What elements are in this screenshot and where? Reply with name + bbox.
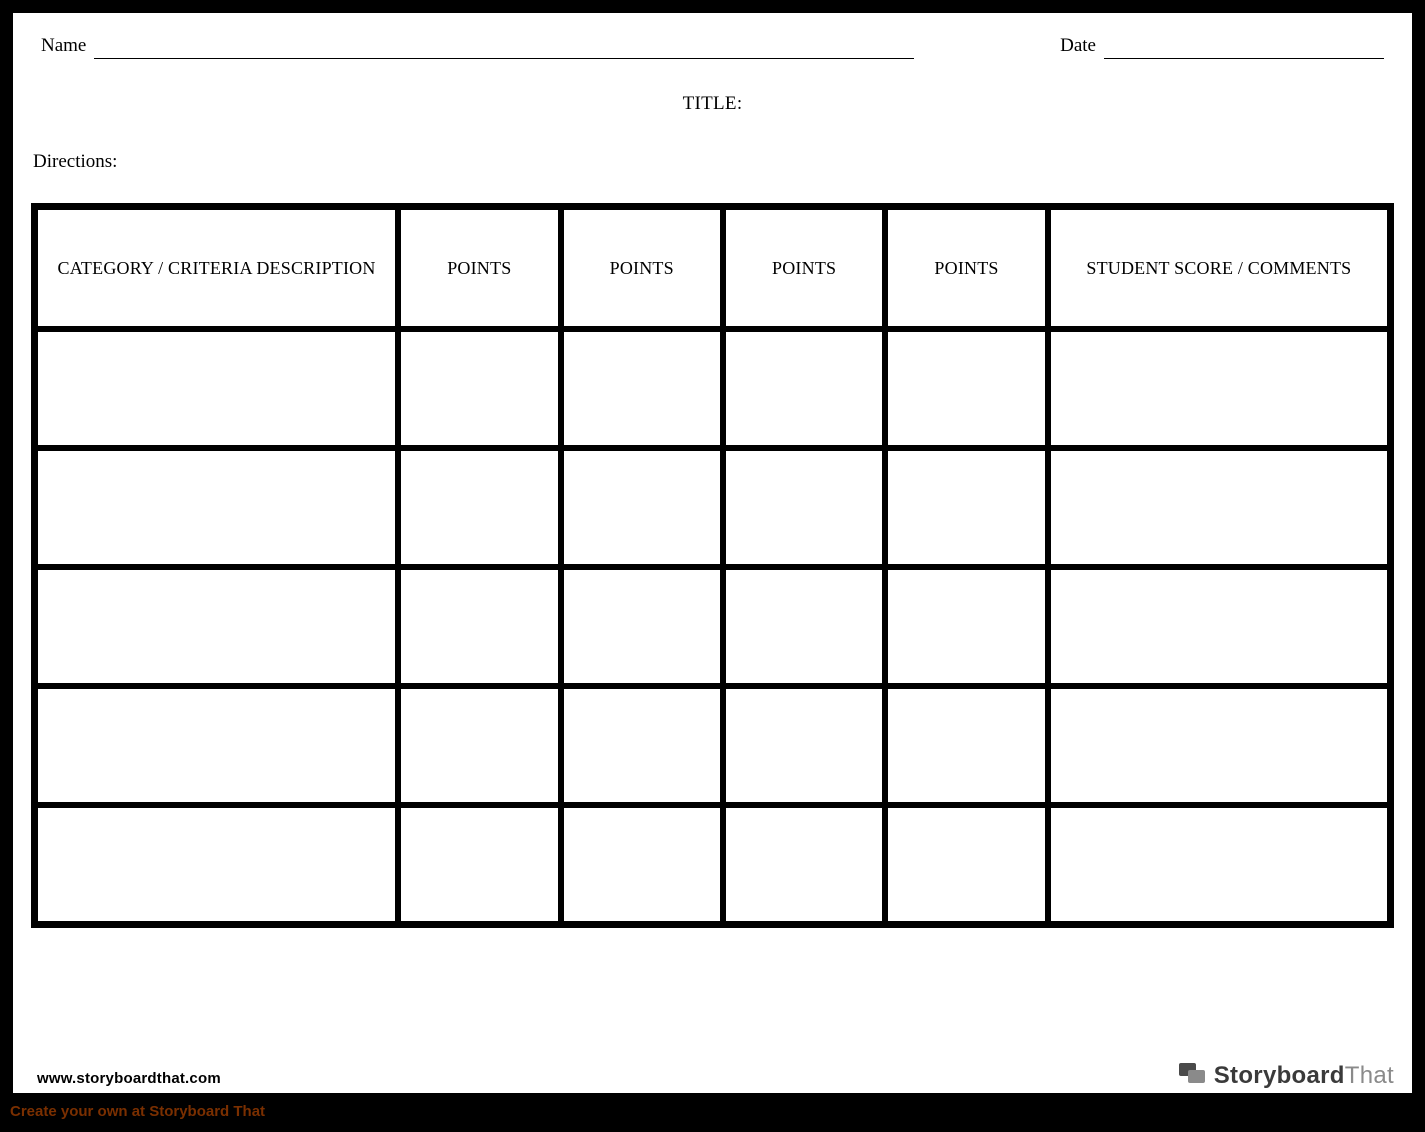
- cell-score[interactable]: [1048, 567, 1390, 686]
- cell-points[interactable]: [398, 329, 560, 448]
- rubric-table: CATEGORY / CRITERIA DESCRIPTION POINTS P…: [31, 203, 1394, 928]
- header-row: Name Date: [31, 29, 1394, 59]
- cell-points[interactable]: [561, 567, 723, 686]
- cell-points[interactable]: [723, 686, 885, 805]
- cell-score[interactable]: [1048, 448, 1390, 567]
- logo-text: StoryboardThat: [1214, 1062, 1394, 1090]
- create-your-own-link[interactable]: Create your own at Storyboard That: [10, 1103, 265, 1120]
- table-row: [35, 329, 1390, 448]
- date-input-line[interactable]: [1104, 39, 1384, 59]
- table-row: [35, 448, 1390, 567]
- table-row: [35, 805, 1390, 924]
- cell-score[interactable]: [1048, 686, 1390, 805]
- rubric-body: [35, 329, 1390, 924]
- cell-category[interactable]: [35, 567, 398, 686]
- name-field-block: Name: [41, 35, 914, 59]
- cell-score[interactable]: [1048, 329, 1390, 448]
- cell-category[interactable]: [35, 686, 398, 805]
- col-header-category: CATEGORY / CRITERIA DESCRIPTION: [35, 207, 398, 329]
- cell-points[interactable]: [398, 686, 560, 805]
- cell-points[interactable]: [885, 329, 1047, 448]
- col-header-score: STUDENT SCORE / COMMENTS: [1048, 207, 1390, 329]
- cell-points[interactable]: [398, 567, 560, 686]
- table-row: [35, 567, 1390, 686]
- storyboard-icon: [1178, 1060, 1208, 1091]
- directions-label: Directions:: [31, 123, 1394, 173]
- cell-points[interactable]: [723, 329, 885, 448]
- cell-points[interactable]: [885, 805, 1047, 924]
- cell-points[interactable]: [398, 448, 560, 567]
- cell-points[interactable]: [723, 448, 885, 567]
- cell-points[interactable]: [885, 567, 1047, 686]
- col-header-points-3: POINTS: [723, 207, 885, 329]
- logo-text-bold: Storyboard: [1214, 1062, 1345, 1089]
- cell-points[interactable]: [561, 329, 723, 448]
- footer-logo: StoryboardThat: [1178, 1060, 1394, 1091]
- logo-text-thin: That: [1345, 1062, 1394, 1089]
- col-header-points-1: POINTS: [398, 207, 560, 329]
- date-label: Date: [1060, 35, 1104, 59]
- col-header-points-4: POINTS: [885, 207, 1047, 329]
- cell-points[interactable]: [561, 448, 723, 567]
- cell-score[interactable]: [1048, 805, 1390, 924]
- date-field-block: Date: [1060, 35, 1384, 59]
- worksheet-page: Name Date TITLE: Directions: CA: [8, 8, 1417, 1098]
- name-label: Name: [41, 35, 94, 59]
- canvas: Name Date TITLE: Directions: CA: [0, 0, 1425, 1132]
- cell-category[interactable]: [35, 805, 398, 924]
- cell-category[interactable]: [35, 448, 398, 567]
- cell-points[interactable]: [723, 567, 885, 686]
- cell-points[interactable]: [885, 686, 1047, 805]
- cell-points[interactable]: [561, 686, 723, 805]
- rubric-header-row: CATEGORY / CRITERIA DESCRIPTION POINTS P…: [35, 207, 1390, 329]
- name-input-line[interactable]: [94, 39, 914, 59]
- cell-points[interactable]: [885, 448, 1047, 567]
- title-label: TITLE:: [31, 59, 1394, 123]
- footer-url: www.storyboardthat.com: [37, 1070, 221, 1087]
- table-row: [35, 686, 1390, 805]
- cell-points[interactable]: [723, 805, 885, 924]
- cell-points[interactable]: [398, 805, 560, 924]
- cell-points[interactable]: [561, 805, 723, 924]
- col-header-points-2: POINTS: [561, 207, 723, 329]
- cell-category[interactable]: [35, 329, 398, 448]
